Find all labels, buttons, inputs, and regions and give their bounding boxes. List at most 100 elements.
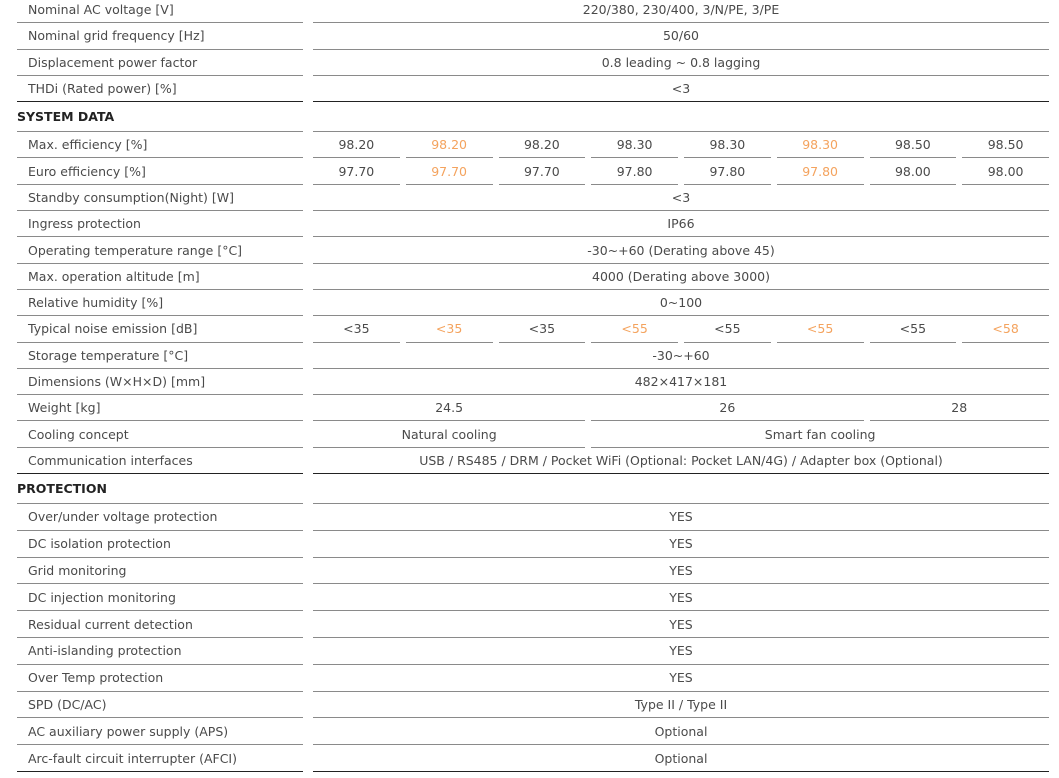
row-values: 4000 (Derating above 3000) bbox=[313, 264, 1049, 290]
row-values: Natural cooling Smart fan cooling bbox=[313, 421, 1049, 448]
value-cell: <55 bbox=[776, 316, 864, 343]
row-values bbox=[313, 474, 1049, 505]
row-values: 0~100 bbox=[313, 290, 1049, 317]
value-cell: 98.20 bbox=[313, 132, 400, 159]
row-values: <35 <35 <35 <55 <55 <55 <55 <58 bbox=[313, 316, 1049, 343]
table-row: Cooling concept Natural cooling Smart fan … bbox=[0, 421, 1059, 448]
table-row: SPD (DC/AC) Type II / Type II bbox=[0, 692, 1059, 719]
table-row: Dimensions (W×H×D) [mm] 482×417×181 bbox=[0, 369, 1059, 396]
value-cell: 98.20 bbox=[405, 132, 493, 159]
row-values: YES bbox=[313, 584, 1049, 612]
table-row: AC auxiliary power supply (APS) Optional bbox=[0, 718, 1059, 746]
row-label: Cooling concept bbox=[17, 421, 303, 448]
row-values: IP66 bbox=[313, 211, 1049, 238]
row-values: YES bbox=[313, 665, 1049, 692]
table-row: Over/under voltage protection YES bbox=[0, 504, 1059, 531]
table-row: Nominal grid frequency [Hz] 50/60 bbox=[0, 23, 1059, 50]
table-row: Grid monitoring YES bbox=[0, 558, 1059, 585]
row-values: Type II / Type II bbox=[313, 692, 1049, 719]
value-cell: YES bbox=[313, 665, 1049, 692]
value-cell: 0.8 leading ~ 0.8 lagging bbox=[313, 50, 1049, 76]
value-cell: <35 bbox=[405, 316, 493, 343]
table-row: Arc-fault circuit interrupter (AFCI) Opti… bbox=[0, 745, 1059, 773]
value-cell: 50/60 bbox=[313, 23, 1049, 50]
row-label: Dimensions (W×H×D) [mm] bbox=[17, 369, 303, 396]
row-values: <3 bbox=[313, 76, 1049, 103]
value-cell: 98.30 bbox=[684, 132, 771, 159]
value-cell: 98.00 bbox=[869, 158, 957, 185]
row-label: Ingress protection bbox=[17, 211, 303, 238]
section-header: SYSTEM DATA bbox=[0, 102, 1059, 133]
value-cell: YES bbox=[313, 504, 1049, 531]
row-values: 24.5 26 28 bbox=[313, 395, 1049, 422]
row-label: Residual current detection bbox=[17, 611, 303, 639]
row-label: Operating temperature range [°C] bbox=[17, 237, 303, 264]
table-row: DC isolation protection YES bbox=[0, 531, 1059, 558]
row-label: Anti-islanding protection bbox=[17, 638, 303, 665]
table-row: Operating temperature range [°C] -30~+60 … bbox=[0, 237, 1059, 264]
row-values: YES bbox=[313, 638, 1049, 665]
section-header: PROTECTION bbox=[0, 474, 1059, 505]
value-cell: <35 bbox=[313, 316, 400, 343]
row-values: -30~+60 bbox=[313, 343, 1049, 369]
table-row: Max. efficiency [%] 98.20 98.20 98.20 98.30 9… bbox=[0, 132, 1059, 159]
row-label: DC isolation protection bbox=[17, 531, 303, 558]
value-cell bbox=[313, 474, 1049, 505]
row-label: Over Temp protection bbox=[17, 665, 303, 692]
table-row: Communication interfaces USB / RS485 / DR… bbox=[0, 448, 1059, 475]
table-row: Nominal AC voltage [V] 220/380, 230/400, … bbox=[0, 0, 1059, 24]
value-cell: 220/380, 230/400, 3/N/PE, 3/PE bbox=[313, 0, 1049, 24]
value-cell: 26 bbox=[591, 395, 864, 422]
table-row: Ingress protection IP66 bbox=[0, 211, 1059, 238]
value-cell: 98.30 bbox=[776, 132, 864, 159]
value-cell: 98.30 bbox=[591, 132, 678, 159]
section-title: PROTECTION bbox=[17, 474, 303, 505]
value-cell: YES bbox=[313, 531, 1049, 558]
row-label: AC auxiliary power supply (APS) bbox=[17, 718, 303, 746]
table-row: Anti-islanding protection YES bbox=[0, 638, 1059, 665]
row-label: DC injection monitoring bbox=[17, 584, 303, 612]
value-cell: <55 bbox=[591, 316, 678, 343]
value-cell: <35 bbox=[498, 316, 586, 343]
row-label: SPD (DC/AC) bbox=[17, 692, 303, 719]
value-cell: <3 bbox=[313, 76, 1049, 103]
value-cell: <3 bbox=[313, 185, 1049, 212]
value-cell: 97.70 bbox=[498, 158, 586, 185]
row-label: Storage temperature [°C] bbox=[17, 343, 303, 369]
value-cell bbox=[313, 102, 1049, 133]
row-values: Optional bbox=[313, 745, 1049, 773]
table-row: Storage temperature [°C] -30~+60 bbox=[0, 343, 1059, 369]
table-row: DC injection monitoring YES bbox=[0, 584, 1059, 612]
row-label: Over/under voltage protection bbox=[17, 504, 303, 531]
table-row: Relative humidity [%] 0~100 bbox=[0, 290, 1059, 317]
value-cell: 97.80 bbox=[684, 158, 771, 185]
value-cell: Natural cooling bbox=[313, 421, 586, 448]
row-values: 50/60 bbox=[313, 23, 1049, 50]
table-row: Euro efficiency [%] 97.70 97.70 97.70 97.80 9… bbox=[0, 158, 1059, 185]
value-cell: Optional bbox=[313, 718, 1049, 746]
value-cell: YES bbox=[313, 558, 1049, 585]
row-label: Arc-fault circuit interrupter (AFCI) bbox=[17, 745, 303, 773]
value-cell: 98.00 bbox=[962, 158, 1049, 185]
row-values bbox=[313, 102, 1049, 133]
value-cell: 97.80 bbox=[776, 158, 864, 185]
row-values: 97.70 97.70 97.70 97.80 97.80 97.80 98.00 98.00 bbox=[313, 158, 1049, 185]
row-label: Euro efficiency [%] bbox=[17, 158, 303, 185]
table-row: THDi (Rated power) [%] <3 bbox=[0, 76, 1059, 103]
row-values: YES bbox=[313, 611, 1049, 639]
value-cell: 98.20 bbox=[498, 132, 586, 159]
table-row: Typical noise emission [dB] <35 <35 <35 <55 <… bbox=[0, 316, 1059, 343]
row-label: Relative humidity [%] bbox=[17, 290, 303, 317]
row-label: Max. operation altitude [m] bbox=[17, 264, 303, 290]
row-values: <3 bbox=[313, 185, 1049, 212]
row-label: Weight [kg] bbox=[17, 395, 303, 422]
value-cell: 98.50 bbox=[869, 132, 957, 159]
value-cell: Optional bbox=[313, 745, 1049, 773]
value-cell: Smart fan cooling bbox=[591, 421, 1049, 448]
row-values: -30~+60 (Derating above 45) bbox=[313, 237, 1049, 264]
value-cell: <55 bbox=[684, 316, 771, 343]
row-label: THDi (Rated power) [%] bbox=[17, 76, 303, 103]
value-cell: <58 bbox=[962, 316, 1049, 343]
row-values: YES bbox=[313, 531, 1049, 558]
value-cell: <55 bbox=[869, 316, 957, 343]
